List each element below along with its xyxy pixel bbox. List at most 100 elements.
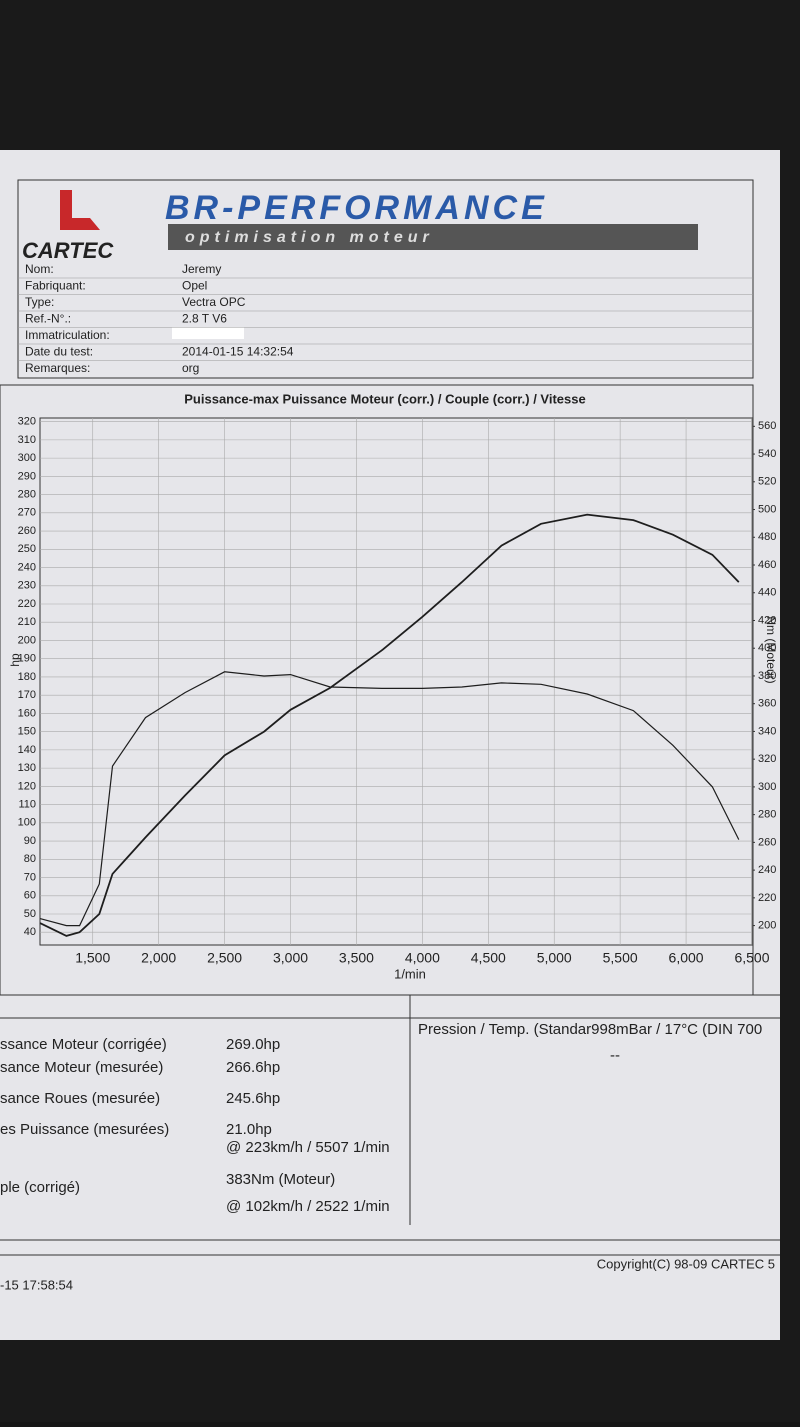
info-label: Nom:	[25, 262, 54, 276]
y-tick-label: 210	[18, 616, 36, 628]
info-value: Jeremy	[182, 262, 221, 276]
y-tick-label: 310	[18, 434, 36, 446]
x-tick-label: 1,500	[75, 950, 110, 966]
y2-tick-label: 500	[758, 503, 776, 515]
result-value: 245.6hp	[226, 1090, 280, 1107]
y2-tick-label: 400	[758, 642, 776, 654]
info-label: Immatriculation:	[25, 328, 110, 342]
y2-tick-label: 260	[758, 836, 776, 848]
y2-tick-label: 280	[758, 809, 776, 821]
result-label: es Puissance (mesurées)	[0, 1121, 169, 1138]
y-tick-label: 270	[18, 507, 36, 519]
result-label: sance Moteur (mesurée)	[0, 1059, 163, 1076]
info-label: Ref.-N°.:	[25, 312, 71, 326]
y-tick-label: 260	[18, 525, 36, 537]
info-value: Vectra OPC	[182, 295, 246, 309]
result-value: @ 102km/h / 2522 1/min	[226, 1198, 390, 1215]
result-label: ple (corrigé)	[0, 1179, 80, 1196]
y-tick-label: 80	[24, 853, 36, 865]
y2-axis-label: Nm (Moteur)	[764, 616, 778, 683]
y2-tick-label: 460	[758, 559, 776, 571]
y-tick-label: 280	[18, 488, 36, 500]
y2-tick-label: 360	[758, 698, 776, 710]
y2-tick-label: 320	[758, 753, 776, 765]
conditions-extra: --	[610, 1047, 620, 1064]
series-line	[39, 513, 740, 937]
series-line	[39, 671, 740, 927]
result-label: sance Roues (mesurée)	[0, 1090, 160, 1107]
result-value: 383Nm (Moteur)	[226, 1171, 335, 1188]
y-tick-label: 150	[18, 726, 36, 738]
y-tick-label: 70	[24, 871, 36, 883]
y-tick-label: 90	[24, 835, 36, 847]
info-value: 2.8 T V6	[182, 312, 227, 326]
y-tick-label: 120	[18, 780, 36, 792]
y-tick-label: 100	[18, 817, 36, 829]
y2-tick-label: 340	[758, 725, 776, 737]
result-value: 266.6hp	[226, 1059, 280, 1076]
x-tick-label: 6,000	[669, 950, 704, 966]
tagline-band	[168, 224, 698, 250]
y-tick-label: 320	[18, 416, 36, 428]
brand: BR-PERFORMANCE	[165, 189, 548, 227]
info-label: Type:	[25, 295, 54, 309]
info-value: Opel	[182, 279, 207, 293]
info-label: Remarques:	[25, 361, 90, 375]
y-tick-label: 130	[18, 762, 36, 774]
y-tick-label: 180	[18, 671, 36, 683]
y2-tick-label: 560	[758, 420, 776, 432]
tagline: optimisation moteur	[185, 229, 434, 246]
x-tick-label: 4,000	[405, 950, 440, 966]
y2-tick-label: 300	[758, 781, 776, 793]
y-tick-label: 160	[18, 707, 36, 719]
conditions: Pression / Temp. (Standar998mBar / 17°C …	[418, 1021, 762, 1038]
y-tick-label: 300	[18, 452, 36, 464]
y-tick-label: 250	[18, 543, 36, 555]
y2-tick-label: 420	[758, 614, 776, 626]
x-tick-label: 3,000	[273, 950, 308, 966]
result-value: 21.0hp	[226, 1121, 272, 1138]
x-tick-label: 2,500	[207, 950, 242, 966]
y2-tick-label: 480	[758, 531, 776, 543]
y-tick-label: 200	[18, 634, 36, 646]
x-tick-label: 6,500	[734, 950, 769, 966]
y-tick-label: 110	[18, 798, 36, 810]
x-tick-label: 2,000	[141, 950, 176, 966]
info-value: 2014-01-15 14:32:54	[182, 345, 294, 359]
y-tick-label: 60	[24, 890, 36, 902]
info-label: Fabriquant:	[25, 279, 86, 293]
logo-mark	[60, 190, 100, 230]
logo: CARTEC	[22, 238, 114, 263]
y2-tick-label: 540	[758, 448, 776, 460]
timestamp: -15 17:58:54	[0, 1277, 73, 1292]
y-tick-label: 170	[18, 689, 36, 701]
y2-tick-label: 240	[758, 864, 776, 876]
info-value: org	[182, 361, 199, 375]
y2-tick-label: 200	[758, 919, 776, 931]
x-tick-label: 3,500	[339, 950, 374, 966]
info-label: Date du test:	[25, 345, 93, 359]
chart-title: Puissance-max Puissance Moteur (corr.) /…	[184, 391, 585, 406]
x-tick-label: 4,500	[471, 950, 506, 966]
y-tick-label: 40	[24, 926, 36, 938]
result-value: @ 223km/h / 5507 1/min	[226, 1139, 390, 1156]
y-axis-label: hp	[8, 653, 22, 667]
redaction	[172, 327, 244, 339]
paper	[0, 150, 780, 1340]
header-box	[17, 179, 754, 379]
x-tick-label: 5,000	[537, 950, 572, 966]
result-label: ssance Moteur (corrigée)	[0, 1036, 167, 1053]
result-value: 269.0hp	[226, 1036, 280, 1053]
copyright: Copyright(C) 98-09 CARTEC 5	[597, 1256, 775, 1271]
y2-tick-label: 380	[758, 670, 776, 682]
y-tick-label: 140	[18, 744, 36, 756]
y-tick-label: 50	[24, 908, 36, 920]
x-tick-label: 5,500	[603, 950, 638, 966]
y-tick-label: 220	[18, 598, 36, 610]
y2-tick-label: 220	[758, 892, 776, 904]
y2-tick-label: 520	[758, 476, 776, 488]
y2-tick-label: 440	[758, 587, 776, 599]
y-tick-label: 240	[18, 561, 36, 573]
